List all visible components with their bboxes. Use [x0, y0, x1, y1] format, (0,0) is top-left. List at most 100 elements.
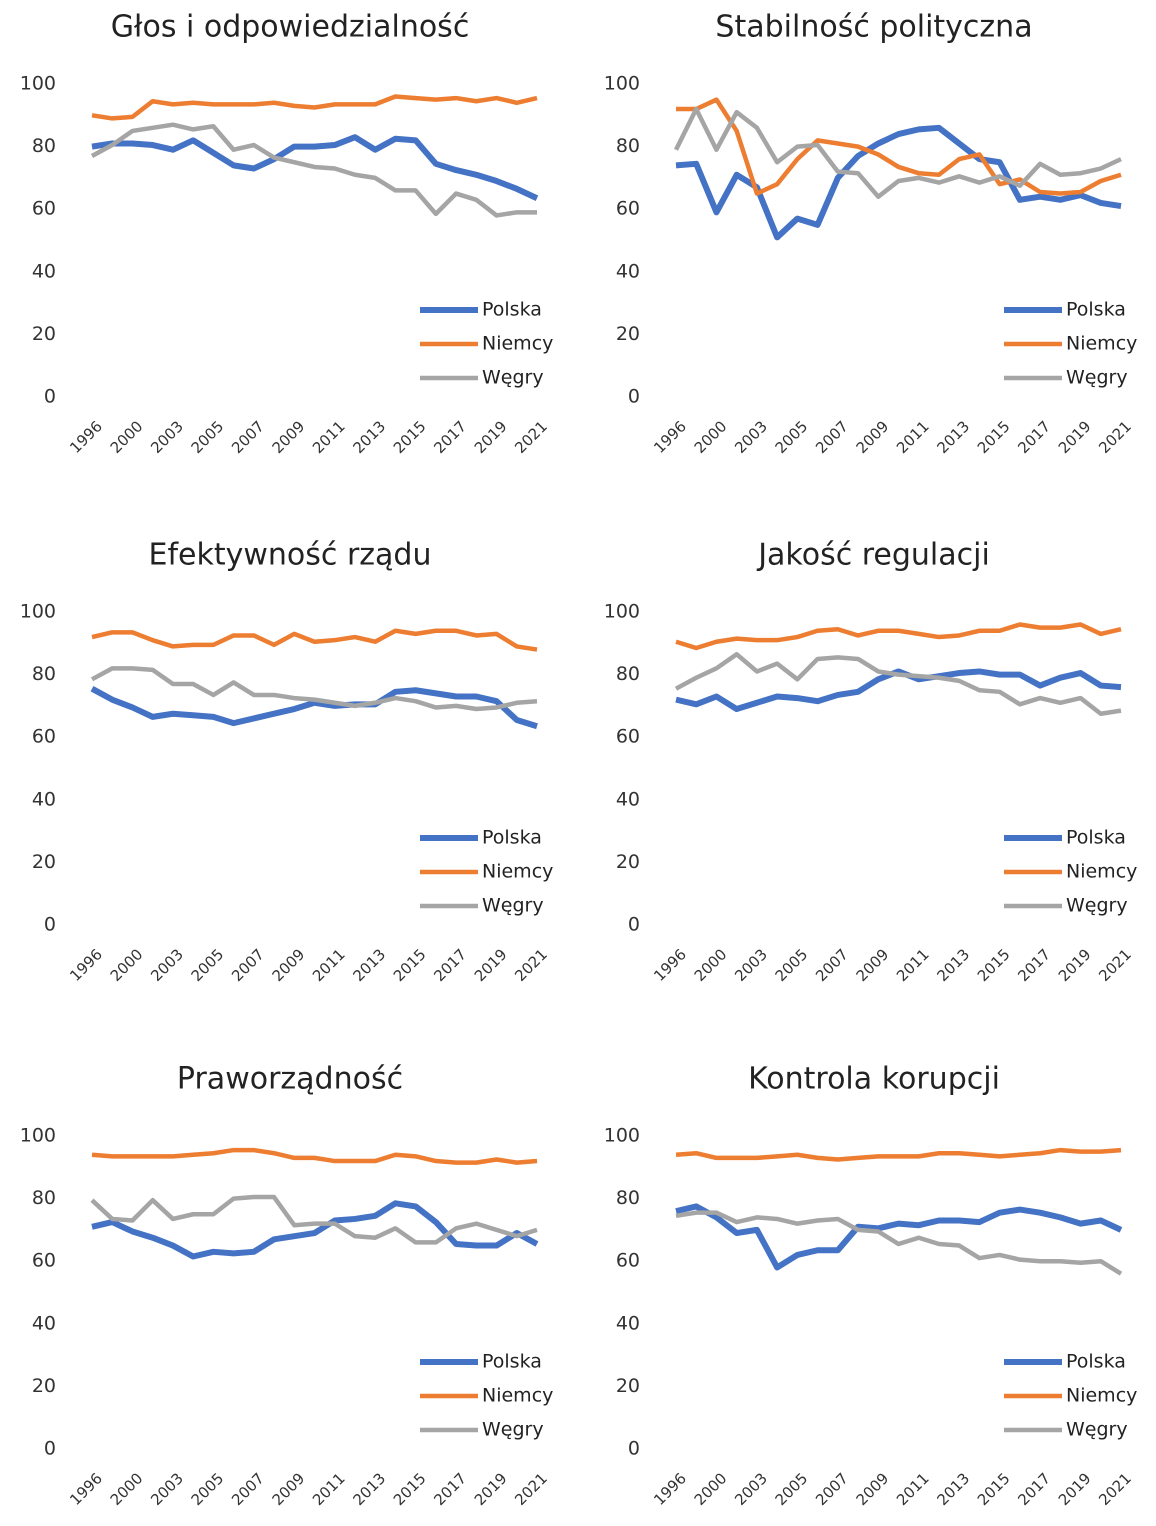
- x-tick-label: 1996: [66, 417, 106, 457]
- y-tick-label: 40: [616, 260, 640, 282]
- x-tick-label: 2000: [107, 417, 147, 457]
- x-tick-label: 2000: [107, 1469, 147, 1509]
- y-tick-label: 100: [20, 1125, 56, 1147]
- chart-title: Stabilność polityczna: [715, 10, 1032, 45]
- x-tick-label: 2003: [731, 1469, 771, 1509]
- x-tick-label: 1996: [66, 1469, 106, 1509]
- x-tick-label: 2017: [430, 945, 470, 985]
- y-tick-label: 0: [44, 386, 56, 408]
- series-line: [673, 106, 1122, 199]
- series-line: [675, 1203, 1123, 1271]
- legend-label: Polska: [482, 299, 542, 321]
- y-tick-label: 100: [20, 601, 56, 623]
- series-line: [91, 628, 538, 652]
- x-tick-label: 2005: [772, 417, 812, 457]
- x-tick-label: 2017: [1014, 945, 1054, 985]
- y-tick-label: 60: [32, 198, 56, 220]
- x-tick-label: 2003: [731, 945, 771, 985]
- y-tick-label: 20: [616, 851, 640, 873]
- y-tick-label: 100: [20, 73, 56, 95]
- x-tick-label: 2009: [269, 1469, 309, 1509]
- x-tick-label: 2017: [1014, 1469, 1054, 1509]
- x-tick-label: 2021: [511, 417, 551, 457]
- x-tick-label: 2019: [471, 417, 511, 457]
- x-tick-label: 2015: [390, 945, 430, 985]
- y-tick-label: 80: [32, 663, 56, 685]
- x-tick-label: 2019: [1055, 945, 1095, 985]
- y-tick-label: 20: [616, 1375, 640, 1397]
- legend-label: Niemcy: [482, 861, 553, 883]
- y-tick-label: 60: [616, 1250, 640, 1272]
- x-tick-label: 2021: [1095, 417, 1135, 457]
- x-tick-label: 2007: [812, 417, 852, 457]
- y-tick-label: 0: [628, 1438, 640, 1460]
- y-tick-label: 80: [616, 1187, 640, 1209]
- x-tick-label: 2009: [853, 417, 893, 457]
- x-tick-label: 2011: [309, 417, 349, 457]
- x-tick-label: 2013: [933, 1469, 973, 1509]
- legend-label: Węgry: [1066, 895, 1128, 917]
- y-tick-label: 20: [32, 1375, 56, 1397]
- x-tick-label: 2000: [691, 1469, 731, 1509]
- x-tick-label: 2005: [772, 945, 812, 985]
- x-tick-label: 2021: [511, 1469, 551, 1509]
- y-tick-label: 80: [616, 663, 640, 685]
- x-tick-label: 2009: [269, 417, 309, 457]
- x-tick-label: 2005: [188, 1469, 228, 1509]
- series-line: [676, 97, 1122, 196]
- legend-label: Polska: [1066, 1351, 1126, 1373]
- y-tick-label: 100: [604, 73, 640, 95]
- x-tick-label: 2017: [430, 1469, 470, 1509]
- x-tick-label: 2021: [1095, 945, 1135, 985]
- legend-label: Niemcy: [482, 1385, 553, 1407]
- x-tick-label: 2003: [147, 1469, 187, 1509]
- x-tick-label: 2000: [107, 945, 147, 985]
- x-tick-label: 2021: [511, 945, 551, 985]
- legend-label: Węgry: [482, 1419, 544, 1441]
- chart-title: Praworządność: [177, 1062, 403, 1097]
- x-tick-label: 2005: [188, 417, 228, 457]
- y-tick-label: 40: [616, 788, 640, 810]
- x-tick-label: 2011: [309, 945, 349, 985]
- y-tick-label: 40: [32, 1312, 56, 1334]
- x-tick-label: 2019: [1055, 417, 1095, 457]
- x-tick-label: 2017: [1014, 417, 1054, 457]
- legend-label: Węgry: [482, 895, 544, 917]
- x-tick-label: 2013: [349, 417, 389, 457]
- x-tick-label: 2019: [471, 1469, 511, 1509]
- series-line: [90, 1194, 538, 1245]
- y-tick-label: 40: [616, 1312, 640, 1334]
- x-tick-label: 2017: [430, 417, 470, 457]
- y-tick-label: 60: [616, 198, 640, 220]
- x-tick-label: 1996: [650, 1469, 690, 1509]
- series-line: [675, 622, 1122, 651]
- x-tick-label: 2019: [471, 945, 511, 985]
- series-line: [90, 122, 537, 218]
- x-tick-label: 2011: [893, 417, 933, 457]
- series-line: [90, 666, 538, 712]
- x-tick-label: 2015: [974, 1469, 1014, 1509]
- x-tick-label: 2000: [691, 945, 731, 985]
- chart-title: Kontrola korupcji: [748, 1062, 1000, 1097]
- x-tick-label: 2000: [691, 417, 731, 457]
- series-line: [675, 1147, 1122, 1162]
- y-tick-label: 100: [604, 601, 640, 623]
- legend-label: Niemcy: [1066, 861, 1137, 883]
- x-tick-label: 2011: [893, 945, 933, 985]
- x-tick-label: 2003: [147, 945, 187, 985]
- x-tick-label: 2003: [731, 417, 771, 457]
- y-tick-label: 0: [628, 914, 640, 936]
- series-line: [91, 1200, 539, 1260]
- x-tick-label: 2013: [349, 945, 389, 985]
- chart-title: Jakość regulacji: [756, 538, 990, 573]
- legend-label: Niemcy: [1066, 333, 1137, 355]
- x-tick-label: 2005: [772, 1469, 812, 1509]
- y-tick-label: 80: [616, 135, 640, 157]
- y-tick-label: 0: [628, 386, 640, 408]
- y-tick-label: 0: [44, 914, 56, 936]
- y-tick-label: 20: [616, 323, 640, 345]
- legend-label: Węgry: [482, 367, 544, 389]
